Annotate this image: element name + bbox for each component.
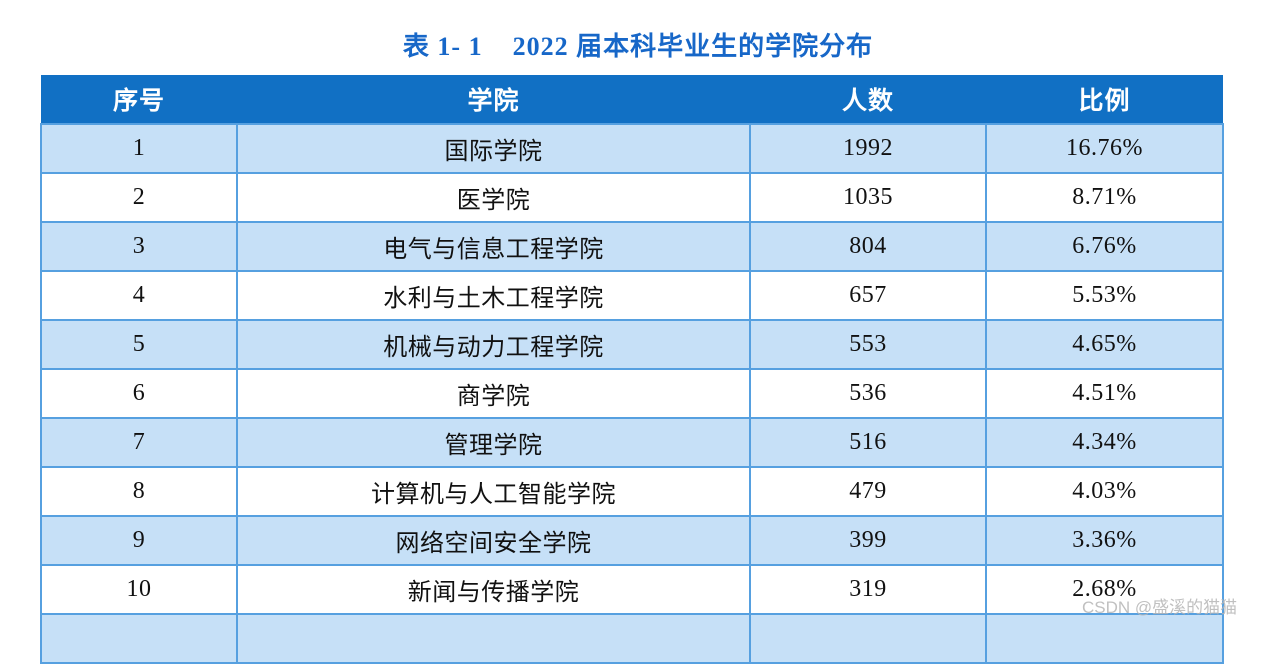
table-cell-count: 536 <box>749 368 987 419</box>
table-row: 2 医学院 1035 8.71% <box>40 172 1224 223</box>
table-cell-college: 商学院 <box>236 368 751 419</box>
table-cell-index: 2 <box>40 172 238 223</box>
column-header-count: 人数 <box>750 75 986 124</box>
table-cell-college: 网络空间安全学院 <box>236 515 751 566</box>
table-container: 序号 学院 人数 比例 1 国际学院 1992 16.76% 2 医学院 1035 8.71%… <box>40 75 1224 664</box>
table-cell-count: 399 <box>749 515 987 566</box>
column-header-college: 学院 <box>237 75 750 124</box>
table-cell-college: 水利与土木工程学院 <box>236 270 751 321</box>
table-cell-empty <box>40 613 238 664</box>
table-cell-ratio: 16.76% <box>985 123 1224 174</box>
table-row: 5 机械与动力工程学院 553 4.65% <box>40 319 1224 370</box>
table-header: 序号 学院 人数 比例 <box>41 75 1223 124</box>
table-cell-empty <box>749 613 987 664</box>
table-row-partial <box>40 613 1224 664</box>
table-row: 7 管理学院 516 4.34% <box>40 417 1224 468</box>
table-row: 10 新闻与传播学院 319 2.68% <box>40 564 1224 615</box>
table-cell-ratio: 6.76% <box>985 221 1224 272</box>
table-cell-college: 机械与动力工程学院 <box>236 319 751 370</box>
table-cell-empty <box>985 613 1224 664</box>
csdn-watermark: CSDN @盛溪的猫猫 <box>1082 598 1238 617</box>
table-cell-college: 医学院 <box>236 172 751 223</box>
table-cell-count: 1992 <box>749 123 987 174</box>
table-row: 9 网络空间安全学院 399 3.36% <box>40 515 1224 566</box>
table-cell-count: 553 <box>749 319 987 370</box>
table-cell-ratio: 5.53% <box>985 270 1224 321</box>
table-cell-index: 6 <box>40 368 238 419</box>
table-cell-count: 1035 <box>749 172 987 223</box>
table-cell-ratio: 2.68% <box>985 564 1224 615</box>
table-cell-index: 3 <box>40 221 238 272</box>
table-cell-college: 国际学院 <box>236 123 751 174</box>
table-cell-ratio: 4.51% <box>985 368 1224 419</box>
table-cell-count: 319 <box>749 564 987 615</box>
table-cell-index: 10 <box>40 564 238 615</box>
college-distribution-table: 序号 学院 人数 比例 1 国际学院 1992 16.76% 2 医学院 1035 8.71%… <box>40 75 1224 664</box>
table-cell-college: 计算机与人工智能学院 <box>236 466 751 517</box>
table-cell-count: 657 <box>749 270 987 321</box>
column-header-index: 序号 <box>41 75 237 124</box>
table-cell-index: 7 <box>40 417 238 468</box>
table-cell-ratio: 3.36% <box>985 515 1224 566</box>
table-row: 8 计算机与人工智能学院 479 4.03% <box>40 466 1224 517</box>
table-cell-count: 479 <box>749 466 987 517</box>
table-cell-college: 新闻与传播学院 <box>236 564 751 615</box>
table-cell-index: 4 <box>40 270 238 321</box>
table-row: 4 水利与土木工程学院 657 5.53% <box>40 270 1224 321</box>
table-cell-ratio: 8.71% <box>985 172 1224 223</box>
column-header-ratio: 比例 <box>986 75 1223 124</box>
table-cell-index: 5 <box>40 319 238 370</box>
table-cell-college: 电气与信息工程学院 <box>236 221 751 272</box>
table-row: 1 国际学院 1992 16.76% <box>40 123 1224 174</box>
table-cell-ratio: 4.65% <box>985 319 1224 370</box>
table-cell-index: 8 <box>40 466 238 517</box>
table-cell-count: 516 <box>749 417 987 468</box>
table-cell-index: 9 <box>40 515 238 566</box>
table-cell-ratio: 4.03% <box>985 466 1224 517</box>
table-cell-count: 804 <box>749 221 987 272</box>
table-cell-ratio: 4.34% <box>985 417 1224 468</box>
table-cell-empty <box>236 613 751 664</box>
table-row: 3 电气与信息工程学院 804 6.76% <box>40 221 1224 272</box>
table-cell-index: 1 <box>40 123 238 174</box>
table-cell-college: 管理学院 <box>236 417 751 468</box>
table-body: 1 国际学院 1992 16.76% 2 医学院 1035 8.71% 3 电气与信息工程学院 80… <box>40 123 1224 664</box>
header-row: 序号 学院 人数 比例 <box>41 75 1223 124</box>
table-row: 6 商学院 536 4.51% <box>40 368 1224 419</box>
table-title: 表 1- 1 2022 届本科毕业生的学院分布 <box>402 32 874 61</box>
